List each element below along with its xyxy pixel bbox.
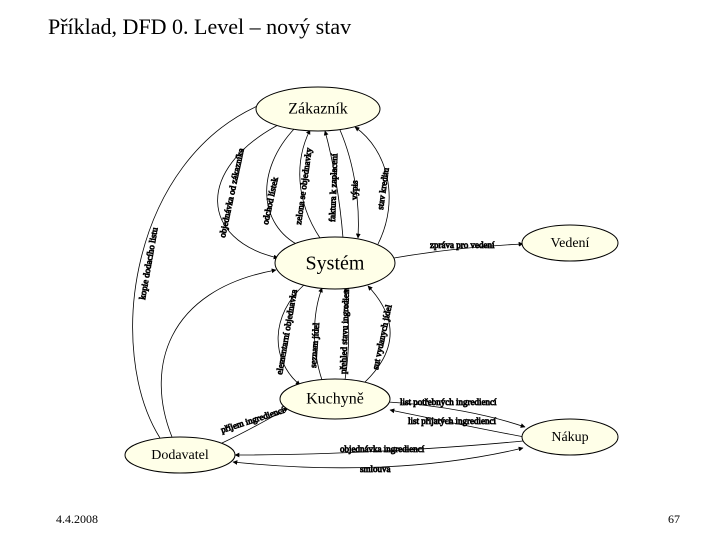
edge-label-e9: elementarní objednavka <box>274 289 299 376</box>
edge-label-e15: příjem ingrediencí <box>220 405 287 435</box>
edge-label-e4: zelona se objednavky <box>293 147 314 226</box>
node-system: Systém <box>275 237 395 289</box>
nodes-group: Zákazník Systém Kuchyně Vedení Nákup Dod… <box>125 87 618 473</box>
edge-label-e2: objednávka od zákazníka <box>217 147 246 238</box>
node-zakaznik-label: Zákazník <box>288 101 348 118</box>
node-nakup-label: Nákup <box>551 430 588 445</box>
node-dodavatel: Dodavatel <box>125 437 235 473</box>
dfd-diagram: kopie dodacího listu objednávka od zákaz… <box>0 0 720 540</box>
node-system-label: Systém <box>306 253 365 275</box>
edge-label-e1: kopie dodacího listu <box>137 226 160 300</box>
node-kuchyne: Kuchyně <box>280 379 390 419</box>
edge-label-e5: faktura k zaplacení <box>327 153 339 222</box>
edge-label-e8: zpráva pro vedení <box>430 240 495 250</box>
edge-label-e10: seznam jídel <box>308 322 321 368</box>
node-dodavatel-label: Dodavatel <box>151 448 209 463</box>
node-vedeni: Vedení <box>522 225 618 261</box>
edge-label-e17: smlouva <box>360 464 391 474</box>
edge-label-e16: objednávka ingrediencí <box>340 444 425 454</box>
edge-label-e13: list potřebných ingrediencí <box>400 397 497 407</box>
node-vedeni-label: Vedení <box>551 236 590 251</box>
edge-label-e14: list přijatých ingrediencí <box>408 416 496 426</box>
edge-label-e6: výpis <box>349 180 360 200</box>
node-zakaznik: Zákazník <box>256 87 380 131</box>
node-kuchyne-label: Kuchyně <box>306 391 364 408</box>
edge-label-e3: odchod lístek <box>260 176 280 226</box>
node-nakup: Nákup <box>522 419 618 455</box>
edge-label-e11: přehled stavu ingrediencí <box>338 282 351 374</box>
